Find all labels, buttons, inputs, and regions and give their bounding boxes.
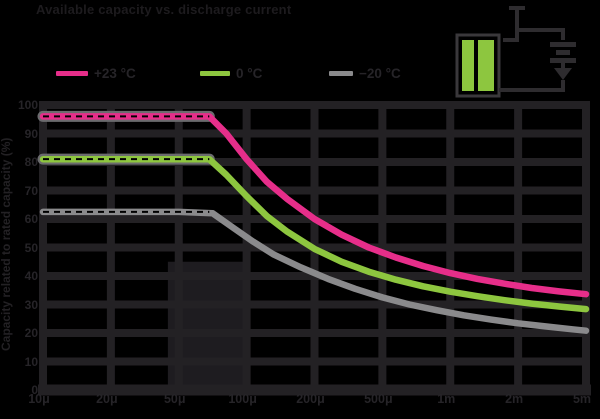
x-tick-label: 10μ <box>28 392 50 406</box>
x-tick-label: 50μ <box>163 392 186 406</box>
legend-item-series-3: −20 °C <box>329 63 401 83</box>
x-tick-label: 200μ <box>296 392 325 406</box>
x-tick-label: 100μ <box>228 392 257 406</box>
battery-discharge-circuit-icon <box>455 6 576 98</box>
battery-bar <box>478 40 494 91</box>
y-tick-label: 0 <box>31 383 38 397</box>
y-tick-label: 90 <box>24 126 38 141</box>
x-tick-label: 1m <box>437 392 456 406</box>
y-tick-label: 20 <box>24 326 38 340</box>
legend-label: −20 °C <box>359 65 401 81</box>
battery-bar <box>462 40 474 91</box>
y-tick-label: 80 <box>24 155 38 169</box>
legend-item-series-2: 0 °C <box>200 63 262 83</box>
legend-label: 0 °C <box>236 65 263 81</box>
current-arrow-icon <box>554 68 572 80</box>
x-tick-label: 20μ <box>96 392 118 406</box>
legend: +23 °C 0 °C −20 °C <box>0 63 600 83</box>
x-tick-label: 500μ <box>364 392 393 406</box>
discharge-loop <box>499 6 565 92</box>
x-tick-label: 5m <box>572 392 592 406</box>
y-tick-label: 100 <box>17 98 38 112</box>
y-tick-label: 50 <box>24 240 38 255</box>
legend-swatch-green <box>200 70 230 76</box>
y-tick-label: 60 <box>24 212 38 226</box>
chart-title: Available capacity vs. discharge current <box>36 2 292 17</box>
load-symbol <box>550 42 576 80</box>
legend-swatch-gray <box>329 70 353 76</box>
legend-label: +23 °C <box>94 65 136 81</box>
y-tick-label: 40 <box>24 269 38 283</box>
legend-item-series-1: +23 °C <box>56 63 136 83</box>
y-tick-label: 10 <box>24 354 38 369</box>
x-tick-label: 2m <box>505 392 524 406</box>
y-tick-label: 30 <box>24 297 38 312</box>
y-tick-label: 70 <box>24 183 38 198</box>
legend-swatch-pink <box>56 70 88 76</box>
